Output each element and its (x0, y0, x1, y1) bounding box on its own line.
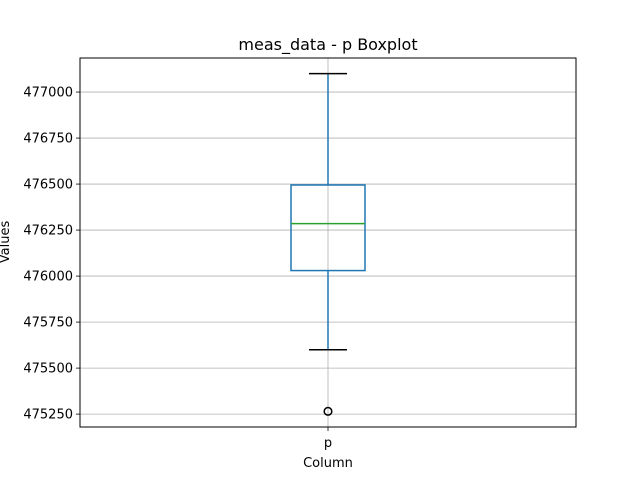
y-tick-label: 476000 (23, 270, 73, 285)
y-axis-label: Values (0, 221, 13, 264)
outlier-point (323, 406, 333, 416)
iqr-box (290, 184, 366, 272)
y-tick-label: 476250 (23, 224, 73, 239)
y-tick-label: 475250 (23, 408, 73, 423)
chart-title: meas_data - p Boxplot (238, 35, 417, 55)
x-axis-label: Column (303, 456, 353, 471)
y-tick-label: 475750 (23, 316, 73, 331)
x-tick-label: p (324, 436, 332, 451)
x-axis-ticks: p (324, 427, 332, 451)
box-series (290, 72, 366, 416)
y-tick-label: 476750 (23, 132, 73, 147)
y-axis-ticks: 475250 475500 475750 476000 476250 476500 4767… (23, 86, 80, 423)
y-tick-label: 476500 (23, 178, 73, 193)
y-tick-label: 477000 (23, 86, 73, 101)
y-tick-label: 475500 (23, 362, 73, 377)
plot-frame (79, 57, 577, 428)
